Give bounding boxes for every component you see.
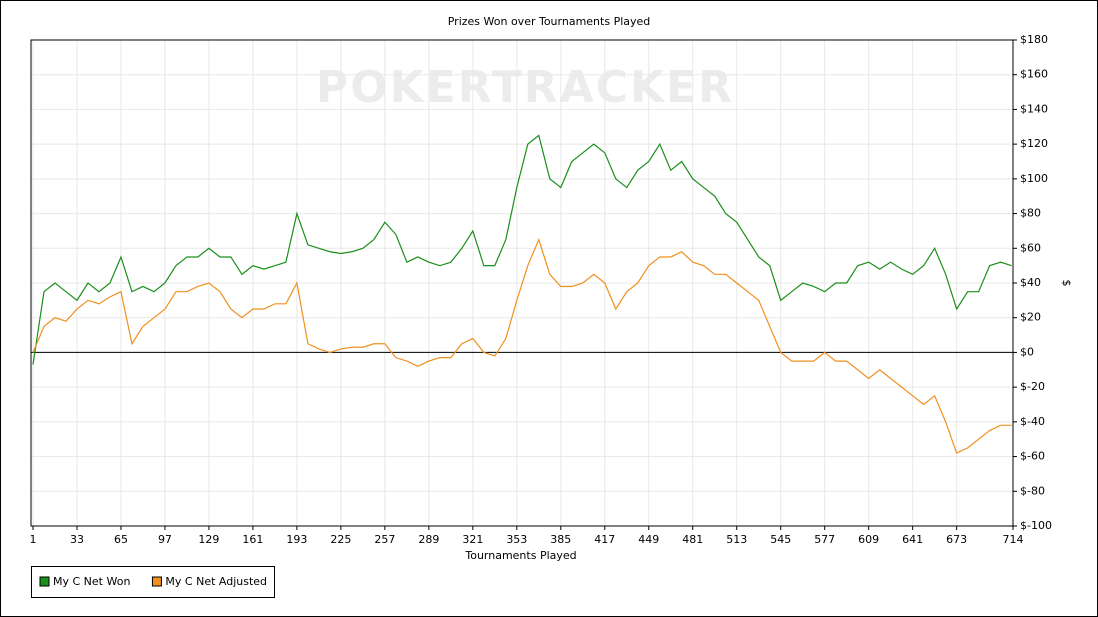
y-tick-label: $160 [1020, 68, 1048, 81]
watermark: POKERTRACKER [316, 62, 734, 113]
legend-label: My C Net Won [53, 575, 130, 588]
x-tick-label: 289 [418, 533, 439, 546]
legend-swatch [39, 576, 50, 587]
x-tick-label: 33 [70, 533, 84, 546]
x-tick-label: 225 [330, 533, 351, 546]
x-tick-label: 577 [814, 533, 835, 546]
x-tick-label: 545 [770, 533, 791, 546]
x-tick-label: 609 [858, 533, 879, 546]
y-tick-label: $140 [1020, 102, 1048, 115]
y-tick-label: $-60 [1020, 450, 1045, 463]
y-tick-label: $120 [1020, 137, 1048, 150]
x-tick-label: 257 [374, 533, 395, 546]
x-tick-label: 673 [946, 533, 967, 546]
y-tick-label: $-40 [1020, 415, 1045, 428]
x-axis-label: Tournaments Played [464, 549, 576, 562]
x-tick-label: 385 [550, 533, 571, 546]
y-tick-label: $40 [1020, 276, 1041, 289]
x-tick-label: 1 [30, 533, 37, 546]
y-tick-label: $-20 [1020, 380, 1045, 393]
x-tick-label: 321 [462, 533, 483, 546]
y-tick-label: $60 [1020, 241, 1041, 254]
x-tick-label: 97 [158, 533, 172, 546]
y-tick-label: $-100 [1020, 519, 1052, 532]
series-line [32, 134, 1012, 365]
x-tick-label: 714 [1003, 533, 1024, 546]
y-tick-label: $80 [1020, 207, 1041, 220]
x-tick-label: 161 [242, 533, 263, 546]
x-tick-label: 193 [286, 533, 307, 546]
x-tick-label: 353 [506, 533, 527, 546]
y-tick-label: $20 [1020, 311, 1041, 324]
x-tick-label: 481 [682, 533, 703, 546]
x-tick-label: 449 [638, 533, 659, 546]
x-tick-label: 129 [198, 533, 219, 546]
legend-swatch [151, 576, 162, 587]
plot-frame [30, 39, 1014, 527]
y-tick-label: $180 [1020, 33, 1048, 46]
chart-title: Prizes Won over Tournaments Played [448, 15, 651, 28]
y-tick-label: $100 [1020, 172, 1048, 185]
x-tick-label: 65 [114, 533, 128, 546]
series-line [32, 237, 1012, 454]
x-tick-label: 417 [594, 533, 615, 546]
y-tick-label: $-80 [1020, 484, 1045, 497]
x-tick-label: 513 [726, 533, 747, 546]
y-tick-label: $0 [1020, 345, 1034, 358]
legend-label: My C Net Adjusted [165, 575, 267, 588]
y-axis-label: $ [1060, 280, 1073, 287]
x-tick-label: 641 [902, 533, 923, 546]
